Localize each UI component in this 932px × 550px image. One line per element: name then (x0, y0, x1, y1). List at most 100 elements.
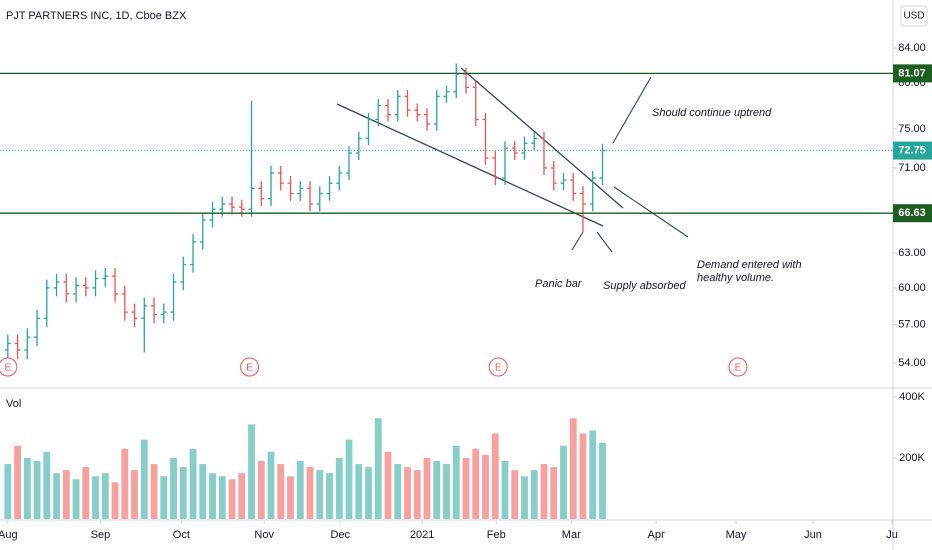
arrow-line (571, 231, 584, 251)
y-tick-label: 84.00 (898, 42, 926, 54)
volume-bar (257, 460, 265, 519)
volume-bar (150, 464, 158, 519)
volume-bar (550, 467, 558, 519)
volume-bar (306, 467, 314, 519)
volume-bar (433, 460, 441, 519)
volume-bar (326, 473, 333, 519)
volume-bar (579, 433, 587, 519)
volume-bar (160, 476, 168, 519)
x-tick-label: May (726, 529, 747, 541)
volume-bar (199, 464, 207, 519)
volume-bar (394, 464, 402, 519)
y-tick-label: 75.00 (898, 123, 926, 135)
volume-bar (511, 470, 519, 519)
volume-bar (365, 467, 372, 519)
annotation: Supply absorbed (603, 280, 686, 292)
plot-area (0, 63, 893, 519)
earnings-marker (728, 357, 748, 377)
x-tick-label: Sep (91, 529, 111, 541)
annotation: Panic bar (535, 278, 583, 290)
volume-bar (482, 454, 489, 519)
volume-bar (452, 445, 460, 519)
earnings-label: E (495, 363, 502, 374)
volume-bar (296, 460, 304, 519)
volume-bar (33, 460, 41, 519)
currency-label[interactable]: USD (903, 11, 924, 22)
earnings-label: E (4, 363, 11, 374)
volume-bar (43, 451, 51, 519)
volume-label: Vol (6, 398, 21, 410)
volume-bar (14, 445, 21, 519)
x-tick-label: Mar (562, 529, 581, 541)
volume-bar (170, 457, 177, 519)
volume-bar (443, 464, 450, 519)
volume-bar (374, 418, 382, 519)
volume-bar (589, 430, 597, 519)
volume-bar (560, 445, 567, 519)
volume-bar (92, 476, 99, 519)
volume-bar (209, 473, 216, 519)
earnings-marker (488, 357, 508, 377)
price-level-label: 72.75 (898, 144, 926, 156)
price-level-box (893, 141, 932, 160)
price-level-label: 81.07 (898, 67, 926, 79)
volume-bar (423, 457, 431, 519)
volume-bar (599, 442, 606, 519)
x-tick-label: Nov (254, 529, 274, 541)
y-tick-label: 60.00 (898, 282, 926, 294)
earnings-marker (0, 357, 18, 377)
volume-bar (404, 467, 411, 519)
volume-bar (462, 457, 470, 519)
volume-bar (530, 470, 538, 519)
volume-bar (472, 448, 480, 519)
volume-bar (491, 433, 499, 519)
volume-bar (248, 424, 255, 519)
arrow-line (596, 231, 613, 253)
volume-tick-label: 200K (899, 452, 925, 464)
y-tick-label: 57.00 (898, 318, 926, 330)
volume-bar (228, 479, 236, 519)
volume-bar (569, 418, 577, 519)
volume-bar (501, 460, 509, 519)
currency-button[interactable] (900, 5, 928, 27)
x-tick-label: Feb (487, 529, 506, 541)
volume-bar (111, 482, 119, 519)
volume-bar (335, 457, 343, 519)
x-tick-label: 2021 (410, 529, 434, 541)
x-tick-label: Dec (330, 529, 350, 541)
volume-bar (316, 470, 324, 519)
volume-bar (277, 464, 285, 519)
volume-bar (53, 473, 60, 519)
volume-bar (121, 448, 129, 519)
volume-bar (82, 467, 90, 519)
volume-tick-label: 400K (899, 391, 925, 403)
price-level-box (893, 204, 932, 223)
volume-bar (267, 451, 275, 519)
arrow-line (612, 76, 652, 144)
volume-bar (413, 470, 421, 519)
y-tick-label: 54.00 (898, 357, 926, 369)
volume-bar (62, 470, 70, 519)
earnings-label: E (246, 363, 253, 374)
x-tick-label: Oct (173, 529, 190, 541)
annotation: Should continue uptrend (652, 107, 772, 119)
volume-bar (140, 439, 148, 519)
y-tick-label: 71.00 (898, 162, 926, 174)
x-tick-label: Aug (0, 529, 18, 541)
price-level-box (893, 64, 932, 83)
volume-bar (287, 476, 294, 519)
annotation: healthy volume. (697, 272, 774, 284)
y-tick-label: 63.00 (898, 247, 926, 259)
volume-bar (101, 473, 109, 519)
volume-bar (540, 464, 548, 519)
volume-bar (23, 457, 31, 519)
volume-bar (384, 451, 392, 519)
volume-bar (72, 479, 80, 519)
chart-title: PJT PARTNERS INC, 1D, Cboe BZX (6, 10, 187, 22)
volume-bar (355, 464, 363, 519)
volume-bar (218, 476, 226, 519)
earnings-marker (240, 357, 260, 377)
volume-bar (131, 470, 138, 519)
earnings-label: E (735, 363, 742, 374)
